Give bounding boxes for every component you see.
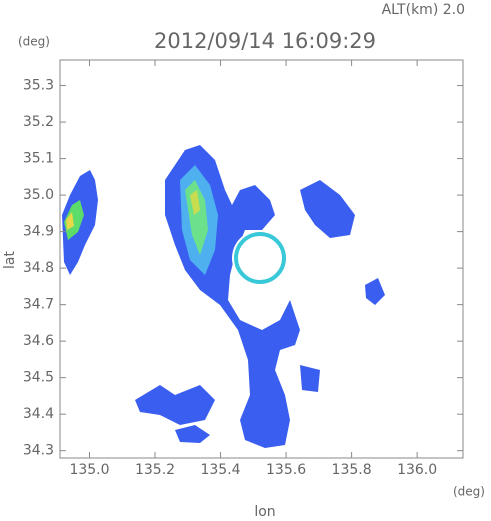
y-tick-label: 35.1 <box>23 151 54 167</box>
x-tick-label: 135.8 <box>332 462 372 478</box>
chart-title: 2012/09/14 16:09:29 <box>154 29 376 53</box>
y-tick-label: 35.3 <box>23 78 54 94</box>
y-tick-label: 35.0 <box>23 187 54 203</box>
y-unit: (deg) <box>18 35 50 49</box>
plot-frame <box>59 59 464 459</box>
y-tick-label: 35.2 <box>23 114 54 130</box>
x-tick-label: 135.2 <box>135 462 175 478</box>
y-axis-label: lat <box>2 251 18 269</box>
radar-echoes <box>62 145 385 448</box>
x-tick-label: 135.0 <box>69 462 109 478</box>
x-tick-label: 136.0 <box>397 462 437 478</box>
x-tick-label: 135.4 <box>200 462 240 478</box>
altitude-header: ALT(km) 2.0 <box>382 2 465 18</box>
x-axis-label: lon <box>254 504 275 520</box>
y-tick-label: 34.6 <box>23 333 54 349</box>
y-tick-label: 34.7 <box>23 297 54 313</box>
x-tick-label: 135.6 <box>266 462 306 478</box>
x-unit: (deg) <box>453 485 485 499</box>
y-tick-label: 34.3 <box>23 443 54 459</box>
y-tick-label: 34.4 <box>23 406 54 422</box>
y-tick-label: 34.5 <box>23 370 54 386</box>
y-tick-label: 34.9 <box>23 224 54 240</box>
y-tick-label: 34.8 <box>23 260 54 276</box>
